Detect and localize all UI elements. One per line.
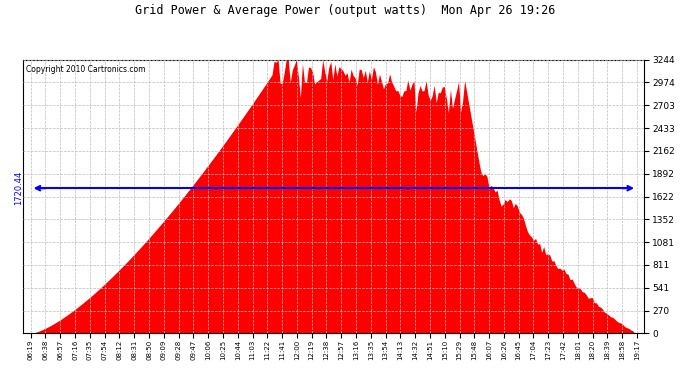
Text: 1720.44: 1720.44 — [14, 171, 23, 205]
Text: Grid Power & Average Power (output watts)  Mon Apr 26 19:26: Grid Power & Average Power (output watts… — [135, 4, 555, 17]
Text: Copyright 2010 Cartronics.com: Copyright 2010 Cartronics.com — [26, 65, 146, 74]
